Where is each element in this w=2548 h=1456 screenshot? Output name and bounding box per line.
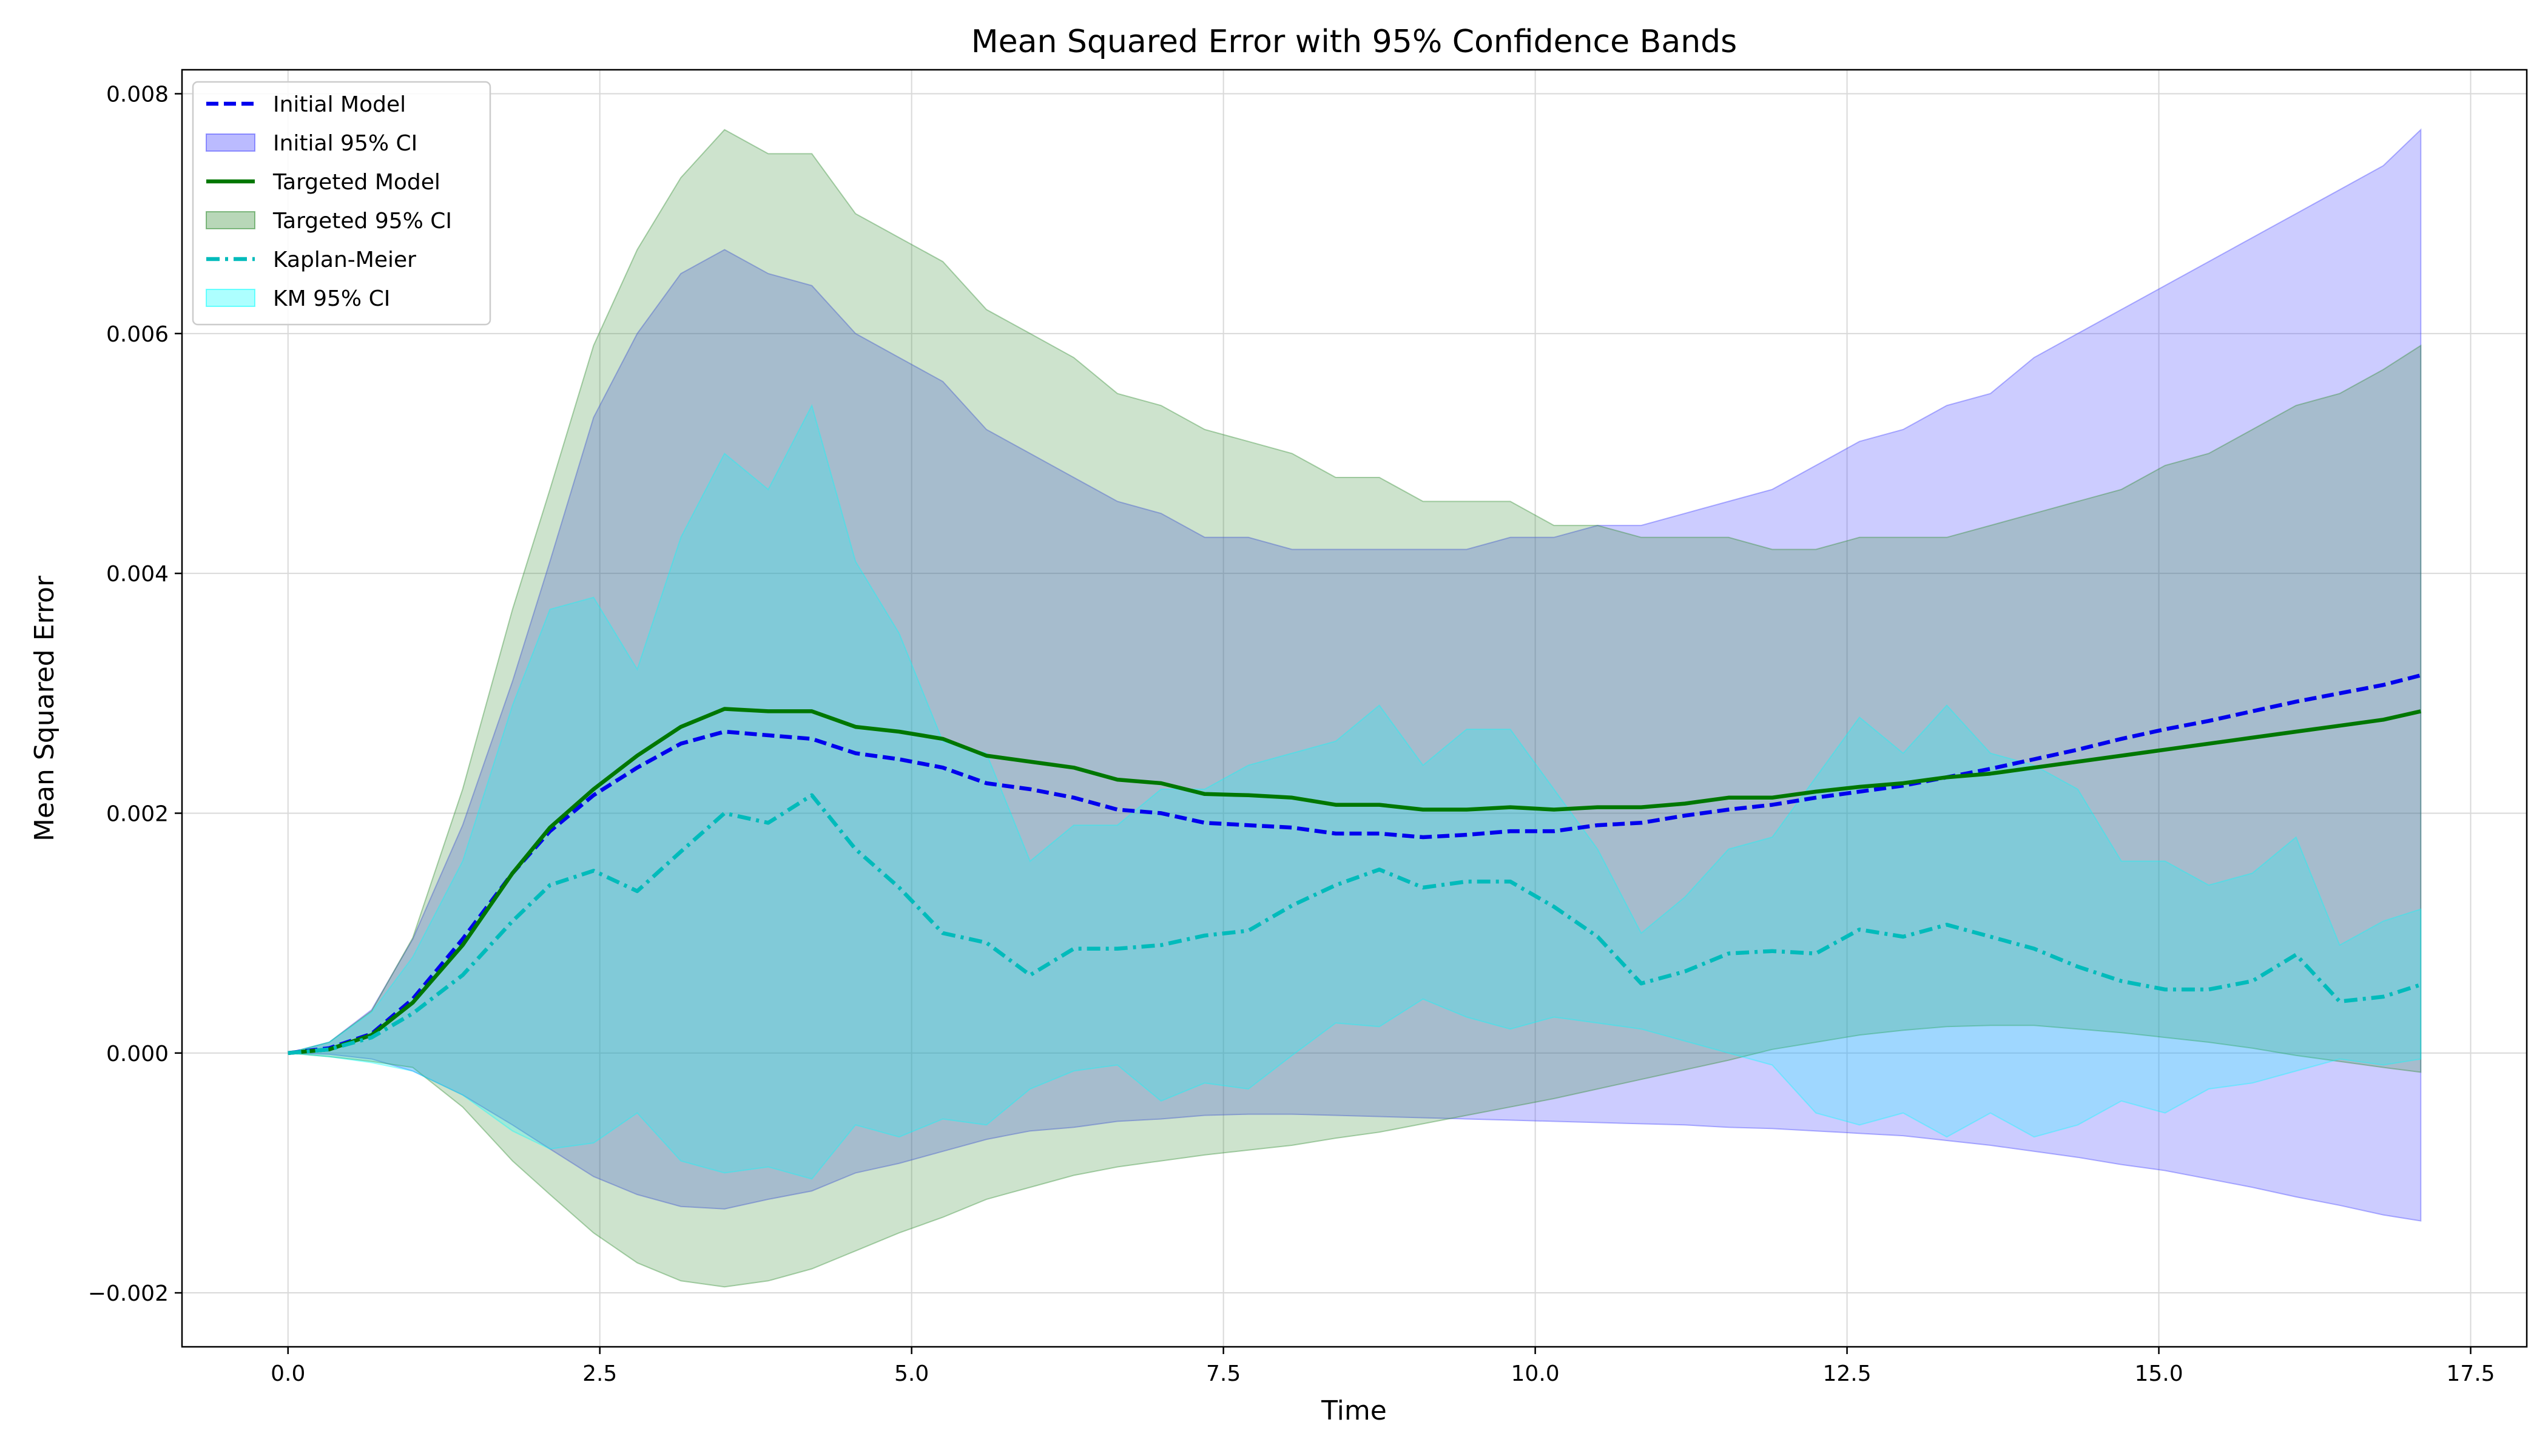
legend-box xyxy=(192,81,491,326)
band-targeted-95-ci xyxy=(288,129,2422,1288)
y-axis-label: Mean Squared Error xyxy=(29,575,60,841)
legend-label-targeted-model: Targeted Model xyxy=(272,170,440,195)
x-tick-label: 10.0 xyxy=(1511,1361,1560,1386)
legend-label-km-95-ci: KM 95% CI xyxy=(273,286,390,311)
x-tick-label: 12.5 xyxy=(1822,1361,1871,1386)
y-tick-label: 0.006 xyxy=(106,322,169,347)
series-line-initial-model xyxy=(288,673,2422,1056)
y-tick-label: 0.000 xyxy=(106,1042,169,1067)
y-tick-label: 0.002 xyxy=(106,801,169,826)
y-axis: −0.002 0.000 0.002 0.004 0.006 0.008 xyxy=(88,83,182,1306)
x-axis: 0.0 2.5 5.0 7.5 10.0 12.5 15.0 17.5 xyxy=(271,1347,2495,1386)
x-tick-label: 2.5 xyxy=(582,1361,617,1386)
y-tick-label: 0.004 xyxy=(106,562,169,587)
x-tick-label: 5.0 xyxy=(894,1361,929,1386)
x-tick-label: 17.5 xyxy=(2446,1361,2495,1386)
series-line-kaplan-meier xyxy=(288,793,2422,1056)
confidence-bands xyxy=(288,128,2422,1288)
chart-title: Mean Squared Error with 95% Confidence B… xyxy=(971,24,1737,60)
legend-label-kaplan-meier: Kaplan-Meier xyxy=(273,248,416,272)
x-tick-label: 15.0 xyxy=(2134,1361,2183,1386)
band-km-95-ci xyxy=(288,403,2422,1180)
legend: Initial Model Initial 95% CI Targeted Mode… xyxy=(192,81,491,326)
x-tick-label: 7.5 xyxy=(1206,1361,1241,1386)
plot-frame xyxy=(181,69,2528,1348)
y-tick-label: −0.002 xyxy=(88,1281,169,1306)
y-tick-label: 0.008 xyxy=(106,83,169,107)
legend-swatch-km-95-ci xyxy=(206,289,255,307)
plot-background xyxy=(182,70,2527,1347)
legend-label-initial-model: Initial Model xyxy=(273,92,406,117)
grid xyxy=(182,70,2527,1347)
x-axis-label: Time xyxy=(1321,1395,1387,1426)
x-tick-label: 0.0 xyxy=(271,1361,305,1386)
legend-label-initial-95-ci: Initial 95% CI xyxy=(273,131,417,156)
series-lines xyxy=(288,673,2422,1056)
band-initial-95-ci xyxy=(288,128,2422,1222)
plot-area xyxy=(181,69,2528,1348)
legend-swatch-initial-95-ci xyxy=(206,133,255,152)
legend-label-targeted-95-ci: Targeted 95% CI xyxy=(272,209,452,234)
series-line-targeted-model xyxy=(288,707,2422,1056)
legend-swatch-targeted-95-ci xyxy=(206,211,255,229)
